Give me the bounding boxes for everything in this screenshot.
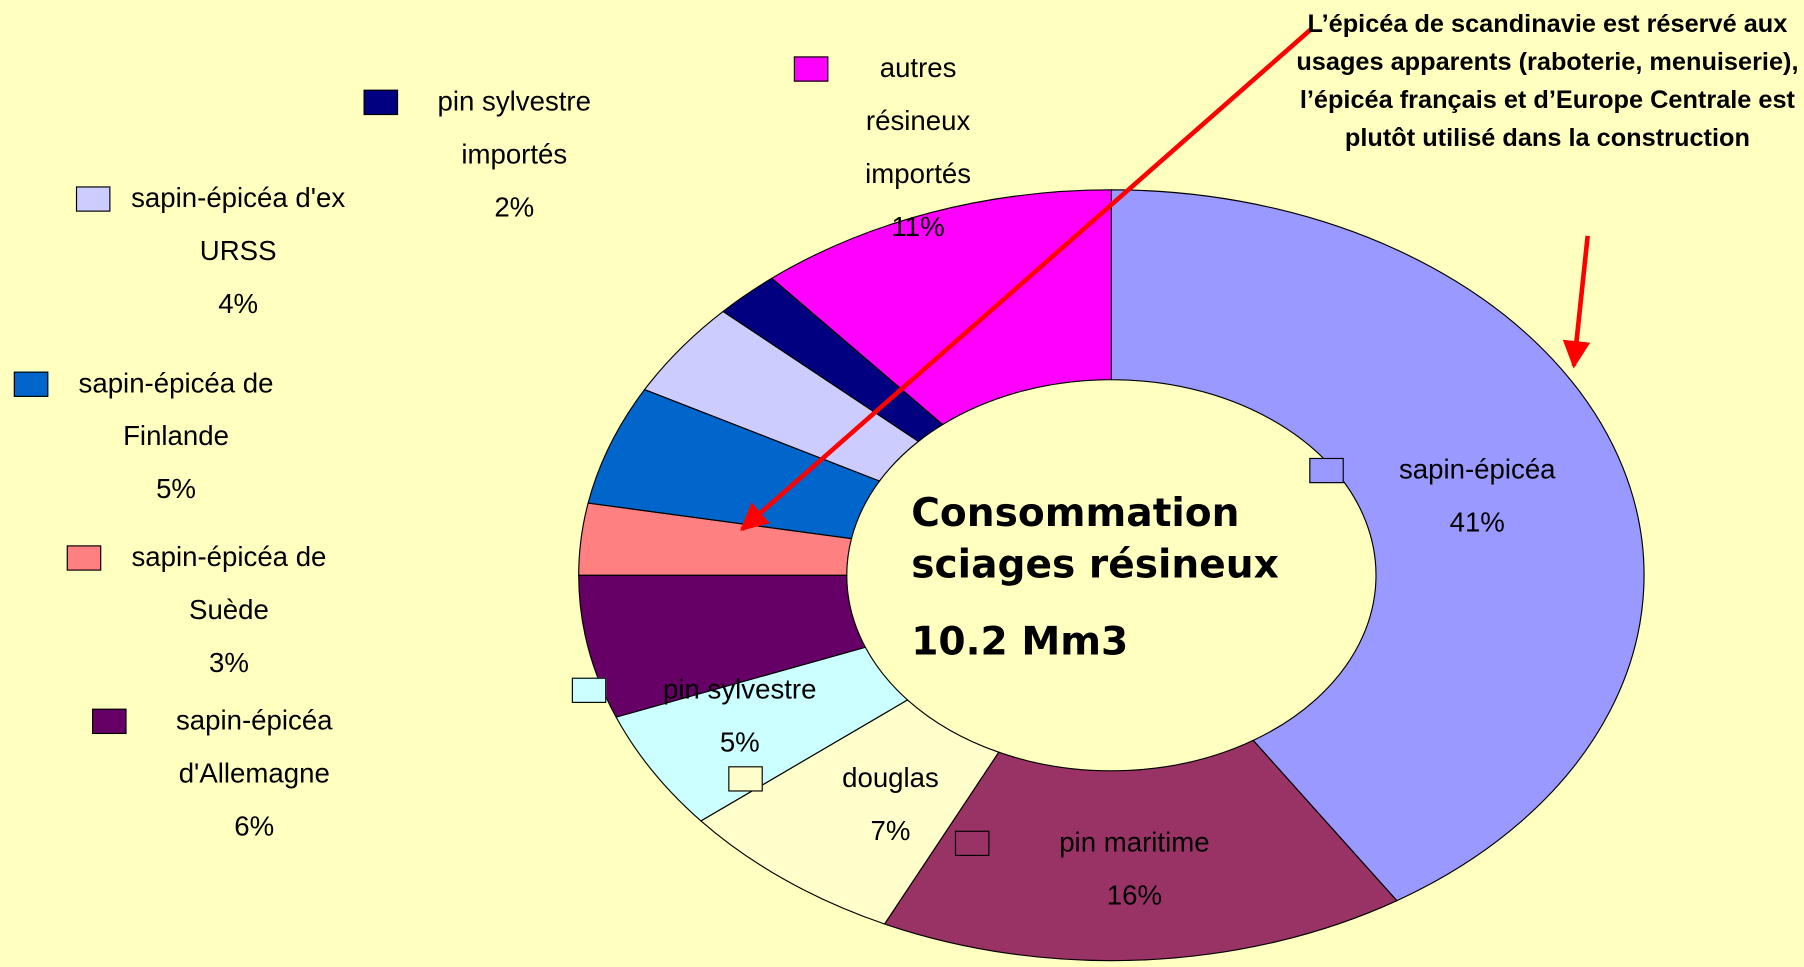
legend-label: pin sylvestre	[663, 674, 817, 706]
legend-label: autres résineux importés	[865, 52, 972, 190]
legend-swatch	[728, 766, 763, 792]
legend-text: sapin-épicéa de Finlande 5%	[67, 358, 286, 517]
chart-subtitle: 10.2 Mm3	[911, 618, 1129, 665]
legend-swatch	[954, 830, 990, 856]
legend-item: sapin-épicéa d'ex URSS 4%	[75, 173, 348, 332]
legend-swatch	[75, 186, 111, 212]
legend-text: pin maritime 16%	[1008, 817, 1261, 923]
data-label: 5%	[719, 727, 760, 759]
legend-item: sapin-épicéa d'Allemagne 6%	[92, 695, 364, 854]
legend-label: sapin-épicéa de Suède	[131, 541, 327, 626]
legend-item: sapin-épicéa de Finlande 5%	[13, 358, 286, 517]
legend-text: pin sylvestre importés 2%	[416, 76, 612, 235]
legend-text: sapin-épicéa 41%	[1362, 444, 1592, 550]
legend-swatch	[66, 545, 102, 571]
legend-label: sapin-épicéa	[1398, 454, 1556, 486]
legend-swatch	[92, 708, 127, 735]
legend-text: sapin-épicéa d'ex URSS 4%	[129, 173, 348, 332]
legend-swatch	[571, 677, 607, 703]
donut-slice	[770, 189, 1112, 426]
data-label: 11%	[891, 211, 945, 243]
legend-label: pin maritime	[1059, 827, 1210, 859]
data-label: 2%	[494, 192, 535, 224]
data-label: 7%	[870, 815, 911, 847]
legend-item: douglas 7%	[728, 752, 1000, 858]
legend-item: sapin-épicéa 41%	[1309, 444, 1592, 550]
legend-item: pin sylvestre importés 2%	[363, 76, 613, 235]
legend-text: douglas 7%	[781, 752, 1000, 858]
legend-swatch	[1309, 457, 1344, 484]
callout-arrow	[1562, 235, 1591, 369]
legend-item: pin sylvestre 5%	[571, 664, 855, 770]
data-label: 5%	[156, 474, 196, 506]
legend-swatch	[13, 371, 49, 397]
legend-swatch	[363, 89, 399, 116]
donut-slice	[883, 739, 1398, 962]
legend-text: autres résineux importés 11%	[847, 43, 990, 255]
legend-text: pin sylvestre 5%	[625, 664, 855, 770]
legend-item: autres résineux importés 11%	[793, 43, 990, 255]
legend-label: douglas	[842, 762, 939, 794]
legend-label: sapin-épicéa de Finlande	[78, 368, 274, 453]
legend-item: pin maritime 16%	[954, 817, 1261, 923]
data-label: 16%	[1106, 880, 1163, 912]
annotation: L’épicéa de scandinavie est réservé aux …	[1296, 9, 1799, 152]
legend-label: sapin-épicéa d'Allemagne	[175, 705, 333, 790]
legend-label: pin sylvestre importés	[437, 86, 591, 171]
legend-text: sapin-épicéa de Suède 3%	[120, 532, 339, 691]
callout-arrow	[739, 27, 1314, 532]
data-label: 41%	[1449, 507, 1505, 539]
legend-text: sapin-épicéa d'Allemagne 6%	[145, 695, 364, 854]
data-label: 3%	[208, 647, 249, 679]
legend-swatch	[793, 56, 829, 82]
chart-title: Consommation sciages résineux	[911, 490, 1279, 588]
data-label: 6%	[234, 811, 275, 843]
legend-item: sapin-épicéa de Suède 3%	[66, 532, 339, 691]
legend-label: sapin-épicéa d'ex URSS	[131, 182, 346, 267]
data-label: 4%	[218, 288, 259, 320]
center-text: Consommation sciages résineux 10.2 Mm3	[911, 488, 1325, 669]
